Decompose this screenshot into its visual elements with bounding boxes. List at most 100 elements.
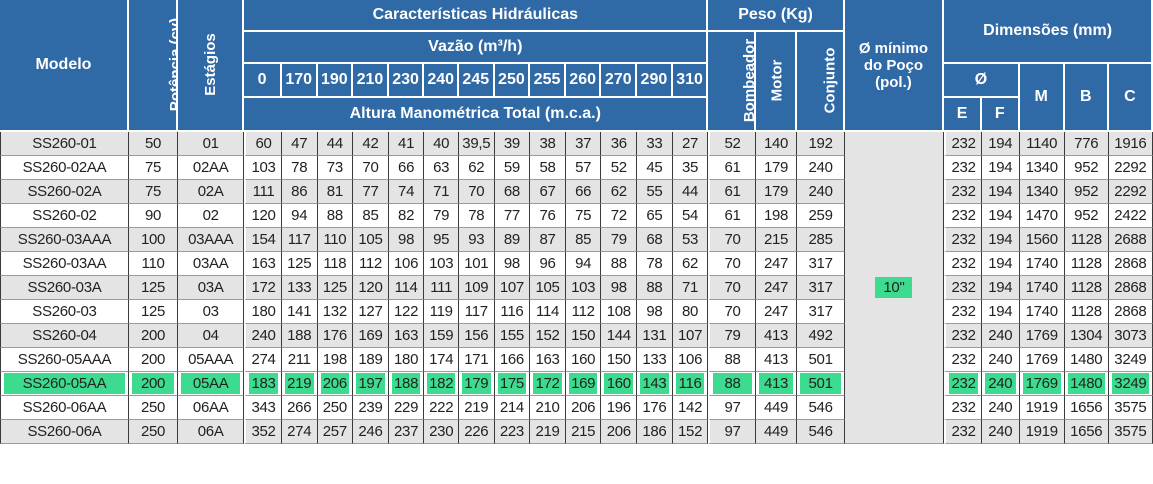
table-cell: 95	[424, 228, 459, 252]
table-cell: 05AA	[178, 372, 245, 396]
table-cell: 1769	[1019, 372, 1065, 396]
table-cell: 206	[601, 420, 638, 444]
table-cell: 1769	[1019, 348, 1065, 372]
table-cell: 232	[944, 372, 982, 396]
flow-header: 250	[494, 64, 531, 98]
table-cell: 62	[601, 180, 638, 204]
table-cell: 219	[530, 420, 566, 444]
table-cell: 194	[981, 180, 1020, 204]
table-cell: 3249	[1108, 348, 1153, 372]
table-cell: 86	[281, 180, 318, 204]
header-altura: Altura Manométrica Total (m.c.a.)	[244, 98, 709, 132]
header-m: M	[1019, 64, 1065, 132]
table-cell: 150	[601, 348, 638, 372]
table-cell: 36	[601, 132, 638, 156]
flow-header: 245	[458, 64, 495, 98]
table-cell: SS260-03AA	[0, 252, 129, 276]
table-cell: 117	[458, 300, 495, 324]
table-cell: 230	[424, 420, 459, 444]
header-estagios: Estágios	[178, 0, 245, 132]
header-caracteristicas: Características Hidráulicas	[244, 0, 709, 32]
header-c: C	[1108, 64, 1153, 132]
table-cell: 40	[424, 132, 459, 156]
table-cell: 232	[944, 420, 982, 444]
table-cell: 70	[708, 228, 756, 252]
highlight-mark: 160	[604, 373, 634, 394]
table-cell: 229	[388, 396, 425, 420]
table-cell: 240	[797, 180, 845, 204]
table-cell: 88	[317, 204, 354, 228]
flow-header: 170	[281, 64, 318, 98]
table-cell: 206	[317, 372, 354, 396]
table-cell: 112	[353, 252, 389, 276]
table-cell: 85	[353, 204, 389, 228]
table-cell: 413	[755, 348, 798, 372]
poco-value: 10"	[875, 277, 913, 298]
table-cell: 194	[981, 228, 1020, 252]
table-cell: 183	[244, 372, 282, 396]
table-cell: 250	[128, 420, 179, 444]
table-cell: 194	[981, 156, 1020, 180]
table-cell: 65	[637, 204, 673, 228]
flow-header: 255	[530, 64, 566, 98]
header-bombeador-label: Bombeador	[741, 38, 756, 123]
table-cell: 60	[244, 132, 282, 156]
table-cell: 180	[244, 300, 282, 324]
table-cell: 163	[388, 324, 425, 348]
table-cell: 52	[601, 156, 638, 180]
table-cell: 240	[797, 156, 845, 180]
table-cell: 413	[755, 324, 798, 348]
table-cell: 75	[565, 204, 602, 228]
table-cell: 186	[637, 420, 673, 444]
table-cell: 72	[601, 204, 638, 228]
table-cell: 70	[708, 300, 756, 324]
table-cell: 38	[530, 132, 566, 156]
table-cell: 53	[672, 228, 709, 252]
table-cell: 240	[981, 348, 1020, 372]
table-cell: 06AA	[178, 396, 245, 420]
table-cell: 156	[458, 324, 495, 348]
table-cell: 88	[637, 276, 673, 300]
table-row: SS260-01 50 01 60 47 44 42 41 40 39,5 39 38 37 36 33 27…	[0, 132, 1153, 444]
table-cell: 04	[178, 324, 245, 348]
table-cell: SS260-02AA	[0, 156, 129, 180]
table-cell: 232	[944, 300, 982, 324]
table-cell: 144	[601, 324, 638, 348]
table-row: SS260-05AA 200 05AA 183 219 206 197 188 182 179 17…	[0, 372, 1153, 396]
table-cell: SS260-05AA	[0, 372, 129, 396]
table-cell: 45	[637, 156, 673, 180]
table-cell: 1128	[1064, 276, 1109, 300]
table-cell: 44	[672, 180, 709, 204]
flow-header: 290	[637, 64, 673, 98]
table-cell: 196	[601, 396, 638, 420]
table-cell: 79	[424, 204, 459, 228]
table-cell: 1560	[1019, 228, 1065, 252]
table-cell: 492	[797, 324, 845, 348]
highlight-mark: 232	[949, 373, 978, 394]
table-row: SS260-03AAA 100 03AAA 154 117 110 105 98 95 93 89 8…	[0, 228, 1153, 252]
table-cell: 98	[637, 300, 673, 324]
header-conjunto-label: Conjunto	[821, 47, 839, 114]
table-cell: SS260-06AA	[0, 396, 129, 420]
table-cell: 240	[981, 324, 1020, 348]
table-cell: 2292	[1108, 180, 1153, 204]
table-row: SS260-03 125 03 180 141 132 127 122 119 117 116 114…	[0, 300, 1153, 324]
table-cell: 94	[565, 252, 602, 276]
table-cell: SS260-05AAA	[0, 348, 129, 372]
flow-header: 210	[353, 64, 389, 98]
table-cell: 3575	[1108, 396, 1153, 420]
table-cell: 111	[244, 180, 282, 204]
table-cell: 103	[565, 276, 602, 300]
table-row: SS260-04 200 04 240 188 176 169 163 159 156 155 152…	[0, 324, 1153, 348]
table-cell: 274	[281, 420, 318, 444]
table-cell: 125	[128, 300, 179, 324]
table-cell: 116	[672, 372, 709, 396]
table-cell: 58	[530, 156, 566, 180]
table-cell: SS260-04	[0, 324, 129, 348]
table-cell: 1480	[1064, 372, 1109, 396]
highlight-mark: 172	[533, 373, 562, 394]
highlight-mark: 197	[356, 373, 385, 394]
table-cell: 71	[424, 180, 459, 204]
table-cell: SS260-02	[0, 204, 129, 228]
table-cell: SS260-01	[0, 132, 129, 156]
